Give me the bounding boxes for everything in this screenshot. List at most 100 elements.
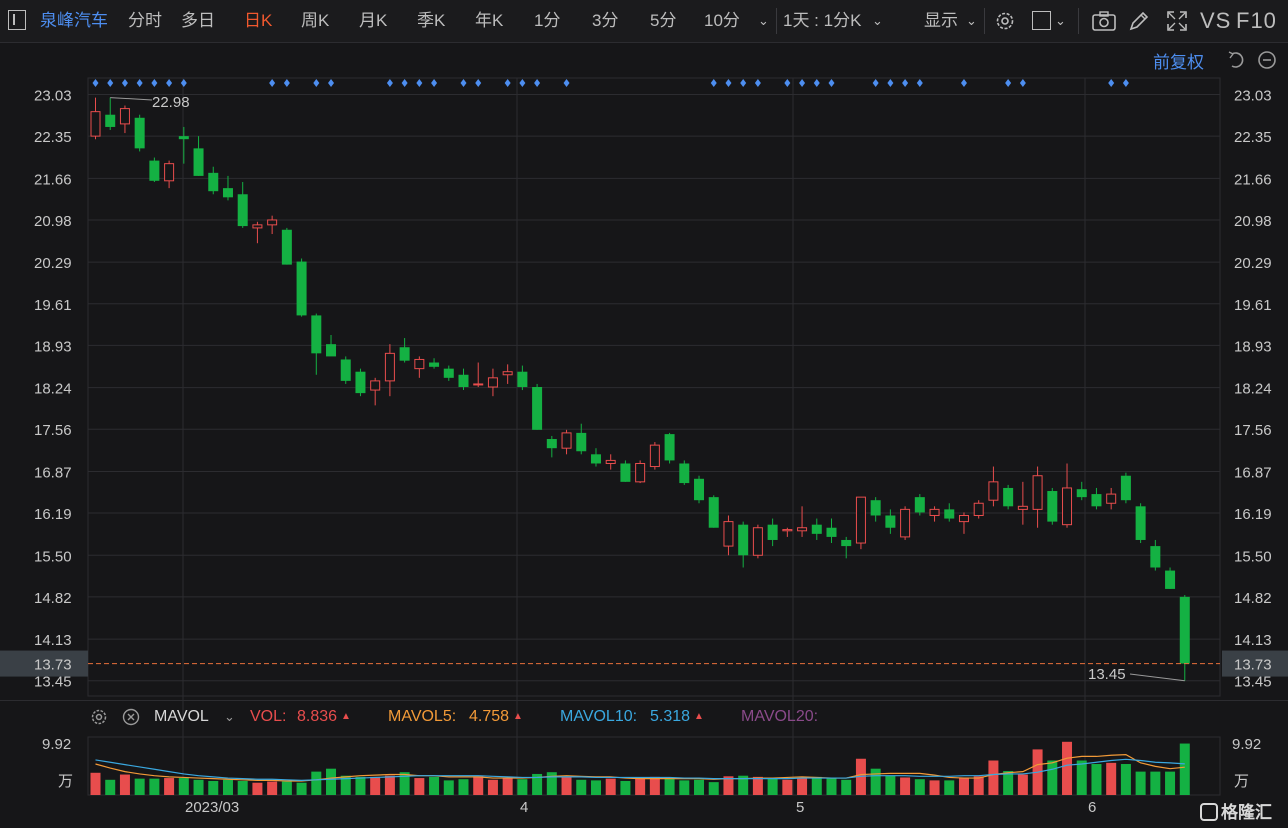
candle bbox=[576, 423, 587, 455]
mavol5-label: MAVOL5: bbox=[388, 708, 457, 725]
price-tick-label: 20.98 bbox=[34, 213, 72, 230]
volume-bar bbox=[1150, 771, 1161, 795]
candle-body bbox=[370, 380, 381, 391]
undo-icon[interactable] bbox=[1226, 49, 1248, 71]
display-menu[interactable]: 显示 bbox=[924, 11, 958, 30]
tab-5min[interactable]: 5分 bbox=[650, 11, 677, 30]
vs-compare-button[interactable]: VS bbox=[1200, 8, 1232, 33]
tab-intraday[interactable]: 分时 bbox=[128, 11, 162, 30]
event-marker-icon bbox=[431, 79, 438, 87]
tab-monthly-k[interactable]: 月K bbox=[359, 11, 388, 30]
collapse-minus-icon[interactable] bbox=[1256, 49, 1278, 71]
camera-icon[interactable] bbox=[1092, 11, 1116, 31]
volume-bar bbox=[267, 781, 278, 795]
tab-quarterly-k[interactable]: 季K bbox=[417, 11, 446, 30]
volume-bar bbox=[414, 778, 425, 795]
volume-bar bbox=[958, 777, 969, 795]
price-tick-label: 15.50 bbox=[34, 548, 72, 565]
multi-period-selector[interactable]: 1天 : 1分K bbox=[783, 11, 862, 30]
high-annotation: 22.98 bbox=[110, 94, 190, 111]
candle-body bbox=[473, 383, 484, 386]
volume-bar bbox=[1076, 760, 1087, 795]
price-tick-label: 18.24 bbox=[34, 381, 72, 398]
gear-icon[interactable] bbox=[90, 708, 108, 726]
toolbar-divider bbox=[1078, 8, 1079, 34]
candle-body bbox=[988, 481, 999, 501]
volume-bar bbox=[1017, 774, 1028, 795]
price-tick-label: 15.50 bbox=[1234, 548, 1272, 565]
gear-icon[interactable] bbox=[994, 10, 1016, 32]
tab-10min[interactable]: 10分 bbox=[704, 11, 740, 30]
volume-bar bbox=[605, 778, 616, 795]
candle-body bbox=[694, 478, 705, 501]
tab-weekly-k[interactable]: 周K bbox=[301, 11, 330, 30]
tab-1min[interactable]: 1分 bbox=[534, 11, 561, 30]
volume-bar bbox=[811, 776, 822, 795]
indicator-name[interactable]: MAVOL bbox=[154, 708, 209, 725]
x-axis-label: 6 bbox=[1088, 799, 1096, 816]
volume-bar bbox=[988, 760, 999, 795]
candle bbox=[340, 356, 351, 384]
candle-body bbox=[1062, 487, 1073, 526]
candle-body bbox=[384, 352, 395, 382]
tab-multi-day[interactable]: 多日 bbox=[181, 11, 215, 30]
layout-chevron-icon[interactable]: ⌄ bbox=[1055, 13, 1066, 28]
event-marker-icon bbox=[416, 79, 423, 87]
tab-yearly-k[interactable]: 年K bbox=[475, 11, 504, 30]
volume-bar bbox=[973, 776, 984, 795]
menu-icon[interactable] bbox=[8, 10, 26, 30]
volume-bar bbox=[723, 776, 734, 795]
event-markers bbox=[92, 79, 1129, 87]
pencil-icon[interactable] bbox=[1128, 10, 1150, 32]
candle bbox=[958, 512, 969, 534]
candle bbox=[1017, 481, 1028, 525]
display-chevron-icon[interactable]: ⌄ bbox=[966, 13, 977, 28]
candle-body bbox=[679, 463, 690, 484]
stock-name[interactable]: 泉峰汽车 bbox=[40, 11, 108, 30]
volume-bar bbox=[149, 778, 160, 795]
layout-square-icon[interactable] bbox=[1032, 11, 1051, 30]
candle-body bbox=[738, 524, 749, 556]
tab-3min[interactable]: 3分 bbox=[592, 11, 619, 30]
candle-body bbox=[267, 219, 278, 226]
candle-body bbox=[193, 148, 204, 176]
candle bbox=[797, 506, 808, 537]
price-tick-label: 16.87 bbox=[1234, 464, 1272, 481]
candle bbox=[502, 364, 513, 384]
candle-body bbox=[237, 194, 248, 227]
event-marker-icon bbox=[916, 79, 923, 87]
price-tick-label: 21.66 bbox=[1234, 171, 1272, 188]
multi-period-chevron-icon[interactable]: ⌄ bbox=[872, 13, 883, 28]
period-dropdown-icon[interactable]: ⌄ bbox=[758, 13, 769, 28]
price-tick-label: 21.66 bbox=[34, 171, 72, 188]
price-tick-label: 13.45 bbox=[34, 674, 72, 691]
candle bbox=[1165, 567, 1176, 589]
volume-bar bbox=[664, 778, 675, 795]
event-marker-icon bbox=[92, 79, 99, 87]
candle bbox=[723, 515, 734, 556]
candle-body bbox=[326, 344, 337, 357]
fullscreen-icon[interactable] bbox=[1166, 10, 1188, 32]
adjust-mode-selector[interactable]: 前复权 bbox=[1153, 53, 1204, 72]
candle bbox=[473, 362, 484, 387]
candle bbox=[694, 475, 705, 504]
volume-bar bbox=[1091, 764, 1102, 795]
mavol20-label: MAVOL20: bbox=[741, 708, 819, 725]
candle-body bbox=[811, 524, 822, 534]
candle bbox=[900, 506, 911, 540]
candle bbox=[296, 258, 307, 317]
price-tick-label: 16.87 bbox=[34, 464, 72, 481]
volume-bar bbox=[134, 778, 145, 795]
price-tick-label: 18.93 bbox=[34, 338, 72, 355]
f10-button[interactable]: F10 bbox=[1236, 8, 1277, 33]
tab-daily-k[interactable]: 日K bbox=[244, 11, 273, 30]
candle-body bbox=[1179, 596, 1190, 664]
indicator-chevron-icon[interactable]: ⌄ bbox=[224, 709, 235, 724]
candle-body bbox=[414, 358, 425, 370]
candle-body bbox=[532, 387, 543, 430]
close-icon[interactable] bbox=[122, 708, 140, 726]
mavol10-up-arrow-icon: ▲ bbox=[694, 711, 704, 722]
event-marker-icon bbox=[1019, 79, 1026, 87]
high-price-label: 22.98 bbox=[152, 94, 190, 111]
